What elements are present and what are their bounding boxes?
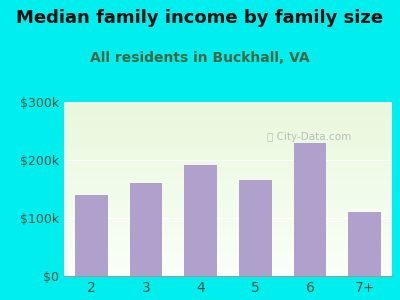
Bar — [348, 212, 381, 276]
Bar — [75, 195, 108, 276]
Bar — [294, 142, 326, 276]
Bar — [184, 165, 217, 276]
Bar — [239, 180, 272, 276]
Bar — [130, 183, 162, 276]
Text: ⓘ City-Data.com: ⓘ City-Data.com — [267, 132, 352, 142]
Text: Median family income by family size: Median family income by family size — [16, 9, 384, 27]
Text: All residents in Buckhall, VA: All residents in Buckhall, VA — [90, 51, 310, 65]
